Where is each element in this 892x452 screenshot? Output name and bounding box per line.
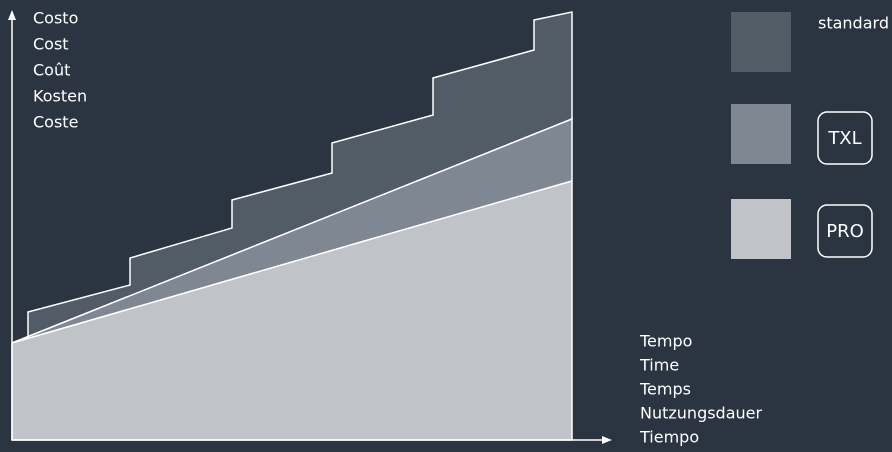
x-axis-label: Time — [639, 356, 679, 375]
legend-swatch — [731, 199, 791, 259]
legend-label: PRO — [826, 221, 864, 242]
x-axis-label: Nutzungsdauer — [640, 404, 763, 423]
legend-swatch — [731, 104, 791, 164]
y-axis-label: Coste — [33, 113, 78, 132]
y-axis-label: Coût — [33, 61, 70, 80]
badge — [817, 204, 873, 258]
legend-label: standard — [818, 14, 889, 33]
legend-label: TXL — [827, 128, 861, 149]
y-arrow — [8, 10, 16, 20]
standard-area — [11, 11, 573, 344]
y-axis-label: Costo — [33, 9, 78, 28]
x-axis-label: Tiempo — [639, 428, 699, 447]
x-arrow — [602, 436, 612, 444]
y-axis-label: Kosten — [33, 87, 87, 106]
y-axis-label: Cost — [33, 35, 69, 54]
x-axis-label: Temps — [639, 380, 691, 399]
x-axis-label: Tempo — [639, 332, 692, 351]
badge — [817, 111, 873, 165]
legend-swatch — [731, 12, 791, 72]
